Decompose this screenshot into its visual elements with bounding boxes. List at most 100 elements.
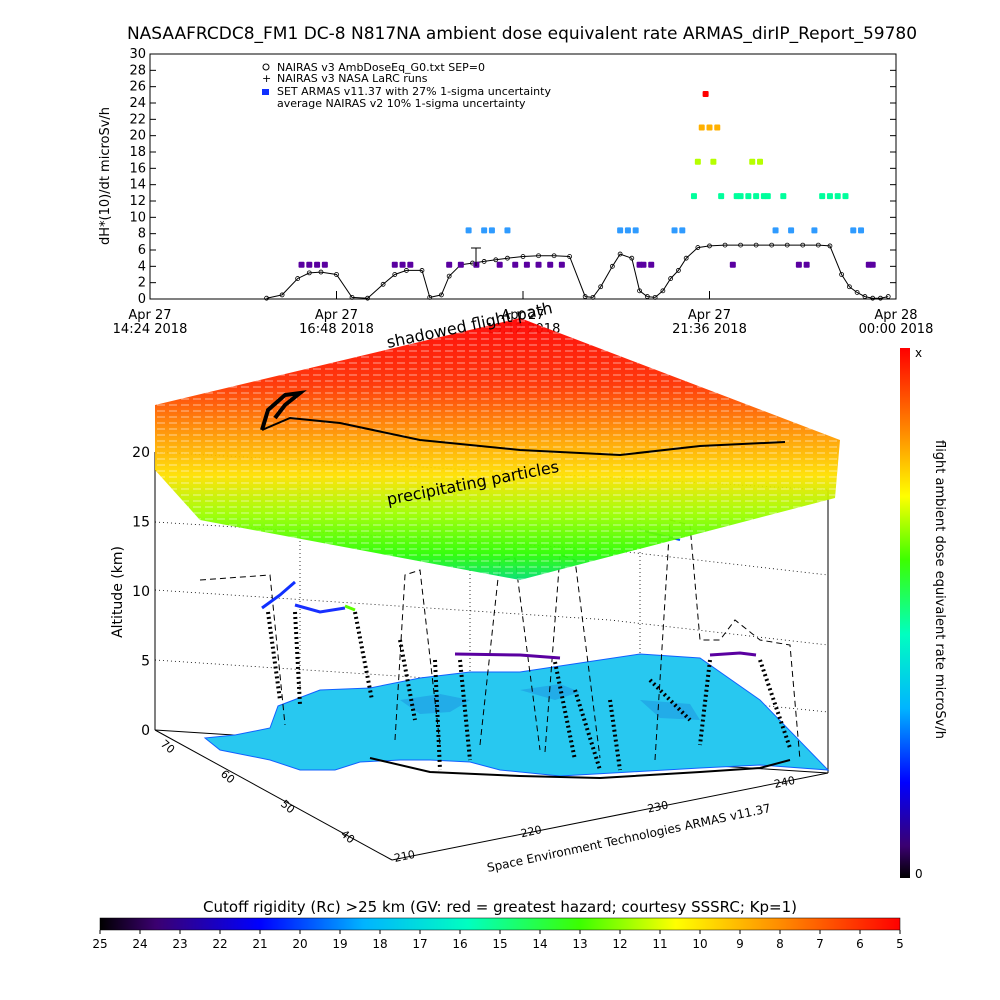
bottom-tick-label: 21 bbox=[252, 937, 267, 951]
radiation-layer-texture bbox=[155, 318, 840, 580]
nairas-point bbox=[676, 268, 681, 273]
armas-point bbox=[624, 227, 631, 234]
land-map bbox=[203, 653, 830, 777]
nairas-point bbox=[536, 253, 541, 259]
nairas-point bbox=[815, 242, 821, 248]
lon-tick-label: 230 bbox=[646, 799, 669, 816]
nairas-v3-line bbox=[266, 244, 889, 299]
armas-point bbox=[811, 227, 818, 234]
x-tick-date: Apr 27 bbox=[688, 308, 731, 323]
armas-point bbox=[558, 261, 565, 268]
z-tick-label: 10 bbox=[132, 584, 150, 600]
shadowed-flight-path bbox=[261, 416, 786, 457]
nairas-point bbox=[862, 294, 868, 299]
legend-label: SET ARMAS v11.37 with 27% 1-sigma uncert… bbox=[277, 85, 551, 98]
right-colorbar-top-label: x bbox=[915, 346, 922, 360]
bottom-tick-label: 23 bbox=[172, 937, 187, 951]
bottom-tick-label: 24 bbox=[132, 937, 147, 951]
z-ticks: 0 5 10 15 20 bbox=[132, 445, 150, 739]
armas-point bbox=[535, 261, 542, 268]
armas-point bbox=[314, 261, 321, 268]
nairas-point bbox=[295, 276, 301, 281]
nairas-point bbox=[439, 292, 444, 298]
armas-point bbox=[698, 124, 705, 131]
armas-point bbox=[298, 261, 305, 268]
nairas-point bbox=[567, 254, 573, 259]
right-colorbar-title: flight ambient dose equivalent rate micr… bbox=[932, 440, 947, 739]
y-tick-label: 20 bbox=[129, 129, 146, 144]
nairas-v3-points bbox=[264, 242, 891, 301]
nairas-point bbox=[854, 290, 860, 295]
y-tick-label: 4 bbox=[138, 259, 146, 274]
armas-point bbox=[391, 261, 398, 268]
armas-point bbox=[690, 193, 697, 200]
y-tick-label: 8 bbox=[138, 227, 146, 242]
nairas-point bbox=[598, 284, 604, 290]
armas-point bbox=[858, 227, 865, 234]
nairas-point bbox=[629, 255, 635, 261]
nairas-point bbox=[419, 268, 425, 273]
legend-label: average NAIRAS v2 10% 1-sigma uncertaint… bbox=[277, 97, 526, 110]
nairas-point bbox=[753, 242, 759, 248]
nairas-point bbox=[660, 288, 666, 294]
bottom-tick-label: 12 bbox=[612, 937, 627, 951]
armas-point bbox=[718, 193, 725, 200]
legend-item-nairas-v3: NAIRAS v3 AmbDoseEq_G0.txt SEP=0 bbox=[262, 61, 485, 74]
nairas-point bbox=[800, 242, 806, 248]
legend-item-nairas-v2: average NAIRAS v2 10% 1-sigma uncertaint… bbox=[277, 97, 526, 110]
x-tick-time: 21:36 2018 bbox=[672, 322, 747, 337]
armas-point bbox=[745, 193, 752, 200]
nairas-point bbox=[427, 294, 433, 300]
ground-track bbox=[369, 757, 791, 780]
nairas-point bbox=[380, 281, 386, 287]
legend-item-armas: SET ARMAS v11.37 with 27% 1-sigma uncert… bbox=[262, 85, 551, 98]
bottom-colorbar-ticks: 25 24 23 22 21 20 19 18 17 16 15 14 13 12 11 10 9 8 7 6 5 bbox=[92, 930, 904, 951]
nairas-point bbox=[870, 295, 876, 301]
armas-point bbox=[488, 227, 495, 234]
y-tick-label: 18 bbox=[129, 145, 146, 160]
x-tick-date: Apr 27 bbox=[501, 308, 544, 323]
armas-point bbox=[547, 261, 554, 268]
nairas-point bbox=[365, 295, 370, 301]
bottom-tick-label: 9 bbox=[736, 937, 744, 951]
armas-point bbox=[737, 193, 744, 200]
armas-point bbox=[671, 227, 678, 234]
nairas-point bbox=[784, 242, 790, 248]
legend-item-nairas-larc: + NAIRAS v3 NASA LaRC runs bbox=[262, 72, 428, 85]
x-tick-date: Apr 28 bbox=[874, 308, 917, 323]
armas-point bbox=[869, 261, 876, 268]
nairas-point bbox=[683, 255, 689, 261]
nairas-point bbox=[590, 294, 596, 300]
armas-point bbox=[753, 193, 760, 200]
z-tick-label: 15 bbox=[132, 515, 150, 531]
bottom-tick-label: 16 bbox=[452, 937, 467, 951]
armas-points bbox=[298, 91, 876, 268]
y-tick-label: 22 bbox=[129, 112, 146, 127]
altitude-axis: Altitude (km) 0 5 10 15 20 bbox=[110, 445, 150, 739]
nairas-point bbox=[617, 251, 623, 257]
armas-point bbox=[850, 227, 857, 234]
bottom-tick-label: 15 bbox=[492, 937, 507, 951]
bottom-tick-label: 17 bbox=[412, 937, 427, 951]
armas-point bbox=[446, 261, 453, 268]
right-colorbar: x 0 flight ambient dose equivalent rate … bbox=[900, 346, 947, 881]
armas-point bbox=[702, 91, 709, 98]
x-tick-time: 00:00 2018 bbox=[859, 322, 934, 337]
armas-point bbox=[632, 227, 639, 234]
armas-point bbox=[512, 261, 519, 268]
bottom-tick-label: 22 bbox=[212, 937, 227, 951]
x-tick-date: Apr 27 bbox=[315, 308, 358, 323]
nairas-point bbox=[279, 292, 285, 298]
nairas-point bbox=[334, 272, 339, 277]
armas-point bbox=[714, 124, 721, 131]
armas-point bbox=[819, 193, 826, 200]
radiation-layer bbox=[155, 318, 840, 580]
armas-point bbox=[481, 227, 488, 234]
armas-point bbox=[764, 193, 771, 200]
diamond-marker-icon bbox=[262, 63, 270, 71]
y-tick-label: 26 bbox=[129, 80, 146, 95]
armas-point bbox=[826, 193, 833, 200]
nairas-point bbox=[885, 294, 891, 299]
